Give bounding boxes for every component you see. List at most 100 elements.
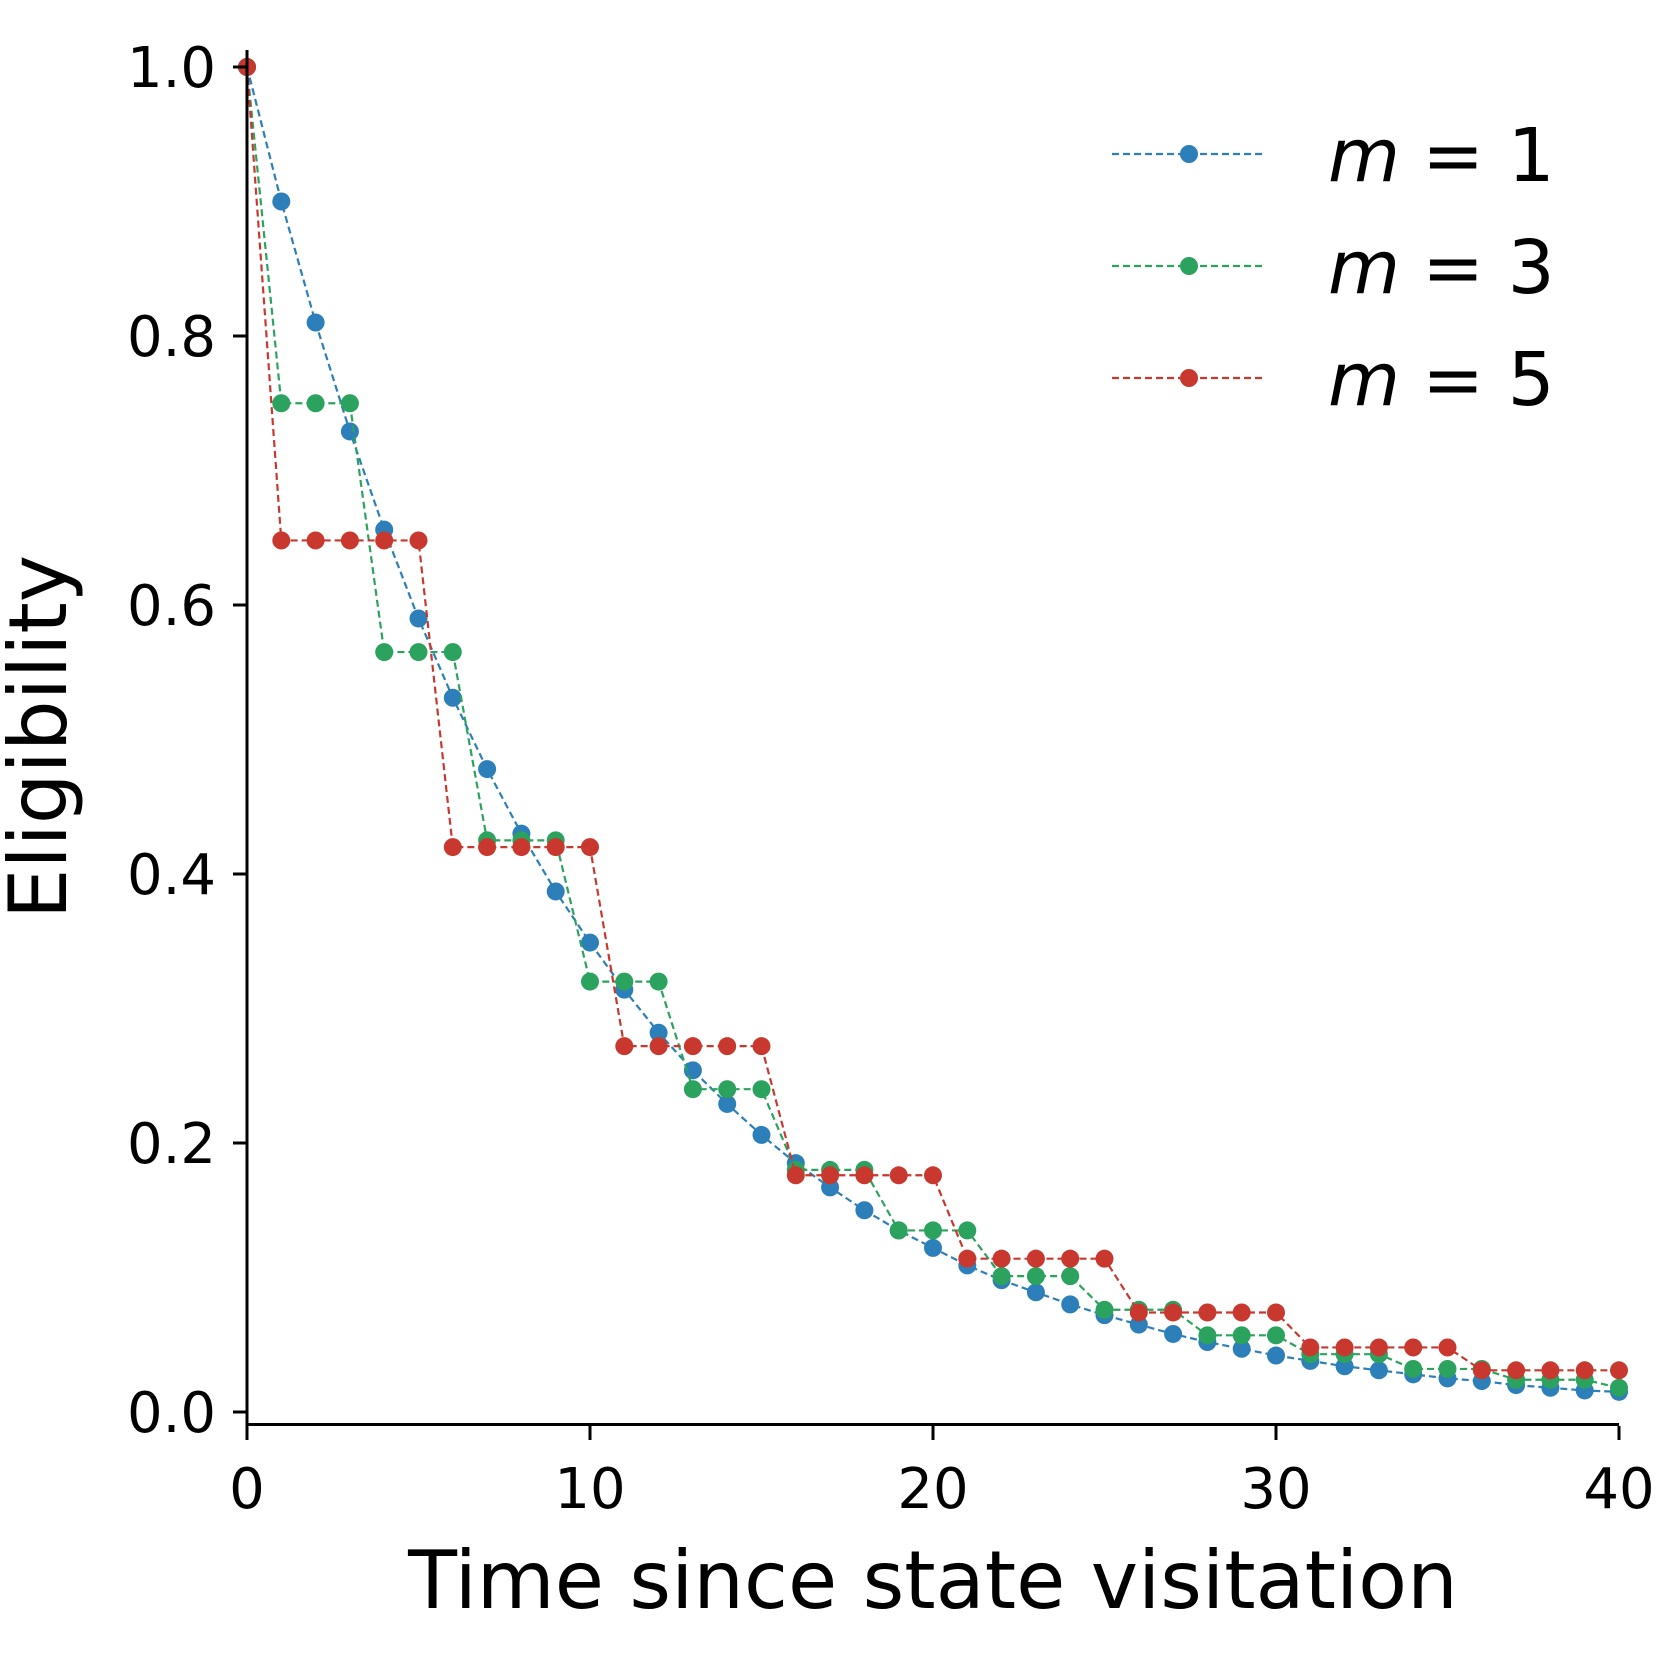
data-point	[855, 1166, 874, 1185]
data-point	[375, 643, 394, 662]
data-point	[1438, 1359, 1457, 1378]
series-2	[238, 58, 1628, 1397]
data-point	[786, 1166, 805, 1185]
legend-label: m = 3	[1328, 225, 1555, 311]
data-point	[1061, 1295, 1080, 1314]
data-point	[512, 838, 531, 857]
y-tick-label: 0.8	[127, 305, 216, 370]
data-point	[718, 1080, 737, 1099]
legend-eq: = 1	[1422, 113, 1555, 199]
legend-marker	[1180, 369, 1198, 387]
data-point	[855, 1201, 874, 1220]
data-point	[649, 1037, 668, 1056]
legend-label: m = 1	[1328, 113, 1555, 199]
data-point	[546, 838, 565, 857]
data-point	[375, 531, 394, 550]
y-tick-label: 0.4	[127, 843, 216, 908]
data-point	[546, 882, 565, 901]
data-point	[272, 192, 291, 211]
data-point	[889, 1166, 908, 1185]
data-point	[1026, 1283, 1045, 1302]
data-point	[958, 1221, 977, 1240]
data-point	[1472, 1361, 1491, 1380]
series-3	[238, 58, 1628, 1380]
x-tick-label: 20	[897, 1457, 968, 1522]
data-point	[581, 972, 599, 991]
data-point	[1575, 1361, 1594, 1380]
legend-var: m	[1328, 113, 1400, 199]
data-point	[1232, 1303, 1251, 1322]
data-point	[1198, 1326, 1217, 1345]
data-point	[443, 838, 462, 857]
data-point	[306, 394, 325, 413]
data-point	[272, 394, 291, 413]
legend-item: m = 5	[1112, 337, 1555, 423]
data-point	[615, 1037, 634, 1056]
data-point	[1404, 1359, 1423, 1378]
data-point	[409, 643, 428, 662]
data-point	[1267, 1326, 1285, 1345]
data-point	[1369, 1361, 1388, 1380]
axes-layer	[245, 50, 1619, 1426]
data-point	[1026, 1249, 1045, 1268]
series-1	[238, 58, 1628, 1401]
data-point	[821, 1166, 840, 1185]
y-axis-label: Eligibility	[0, 555, 85, 919]
y-tick-label: 0.0	[127, 1381, 216, 1446]
data-point	[1507, 1361, 1526, 1380]
data-point	[615, 972, 634, 991]
legend-marker	[1180, 257, 1198, 275]
data-point	[649, 1023, 668, 1042]
legend-marker	[1180, 145, 1198, 163]
x-axis-label: Time since state visitation	[407, 1534, 1458, 1627]
data-point	[409, 609, 428, 628]
data-point	[1610, 1361, 1628, 1380]
data-point	[1541, 1361, 1560, 1380]
data-point	[1369, 1338, 1388, 1357]
data-point	[958, 1249, 977, 1268]
data-point	[924, 1238, 942, 1257]
data-point	[340, 394, 359, 413]
data-point	[443, 643, 462, 662]
data-point	[1232, 1326, 1251, 1345]
data-point	[1335, 1338, 1354, 1357]
data-point	[1301, 1338, 1320, 1357]
legend-item: m = 1	[1112, 113, 1555, 199]
data-point	[1232, 1339, 1251, 1358]
legend-eq: = 5	[1422, 337, 1555, 423]
data-point	[889, 1221, 908, 1240]
x-tick-label: 30	[1240, 1457, 1311, 1522]
data-point	[581, 933, 599, 952]
data-point	[1438, 1338, 1457, 1357]
data-point	[1095, 1249, 1114, 1268]
data-point	[1061, 1249, 1080, 1268]
data-point	[924, 1166, 942, 1185]
data-point	[340, 531, 359, 550]
data-point	[1610, 1378, 1628, 1397]
series-layer	[238, 58, 1628, 1401]
data-point	[581, 838, 599, 857]
ticks-layer: 0 10 20 30 40 0.0 0.2 0.4 0.6 0.8 1.0	[127, 36, 1655, 1522]
y-tick-label: 1.0	[127, 36, 216, 101]
data-point	[1198, 1303, 1217, 1322]
data-point	[409, 531, 428, 550]
data-point	[1026, 1267, 1045, 1286]
data-point	[683, 1080, 702, 1099]
data-point	[478, 838, 497, 857]
data-point	[340, 422, 359, 441]
legend-item: m = 3	[1112, 225, 1555, 311]
data-point	[752, 1125, 771, 1144]
data-point	[1164, 1303, 1183, 1322]
data-point	[1061, 1267, 1080, 1286]
y-tick-label: 0.2	[127, 1112, 216, 1177]
data-point	[992, 1249, 1011, 1268]
data-point	[683, 1037, 702, 1056]
data-point	[1404, 1338, 1423, 1357]
data-point	[1095, 1300, 1114, 1319]
data-point	[924, 1221, 942, 1240]
series-line	[245, 66, 1620, 1389]
legend-eq: = 3	[1422, 225, 1555, 311]
legend-var: m	[1328, 337, 1400, 423]
y-tick-label: 0.6	[127, 574, 216, 639]
